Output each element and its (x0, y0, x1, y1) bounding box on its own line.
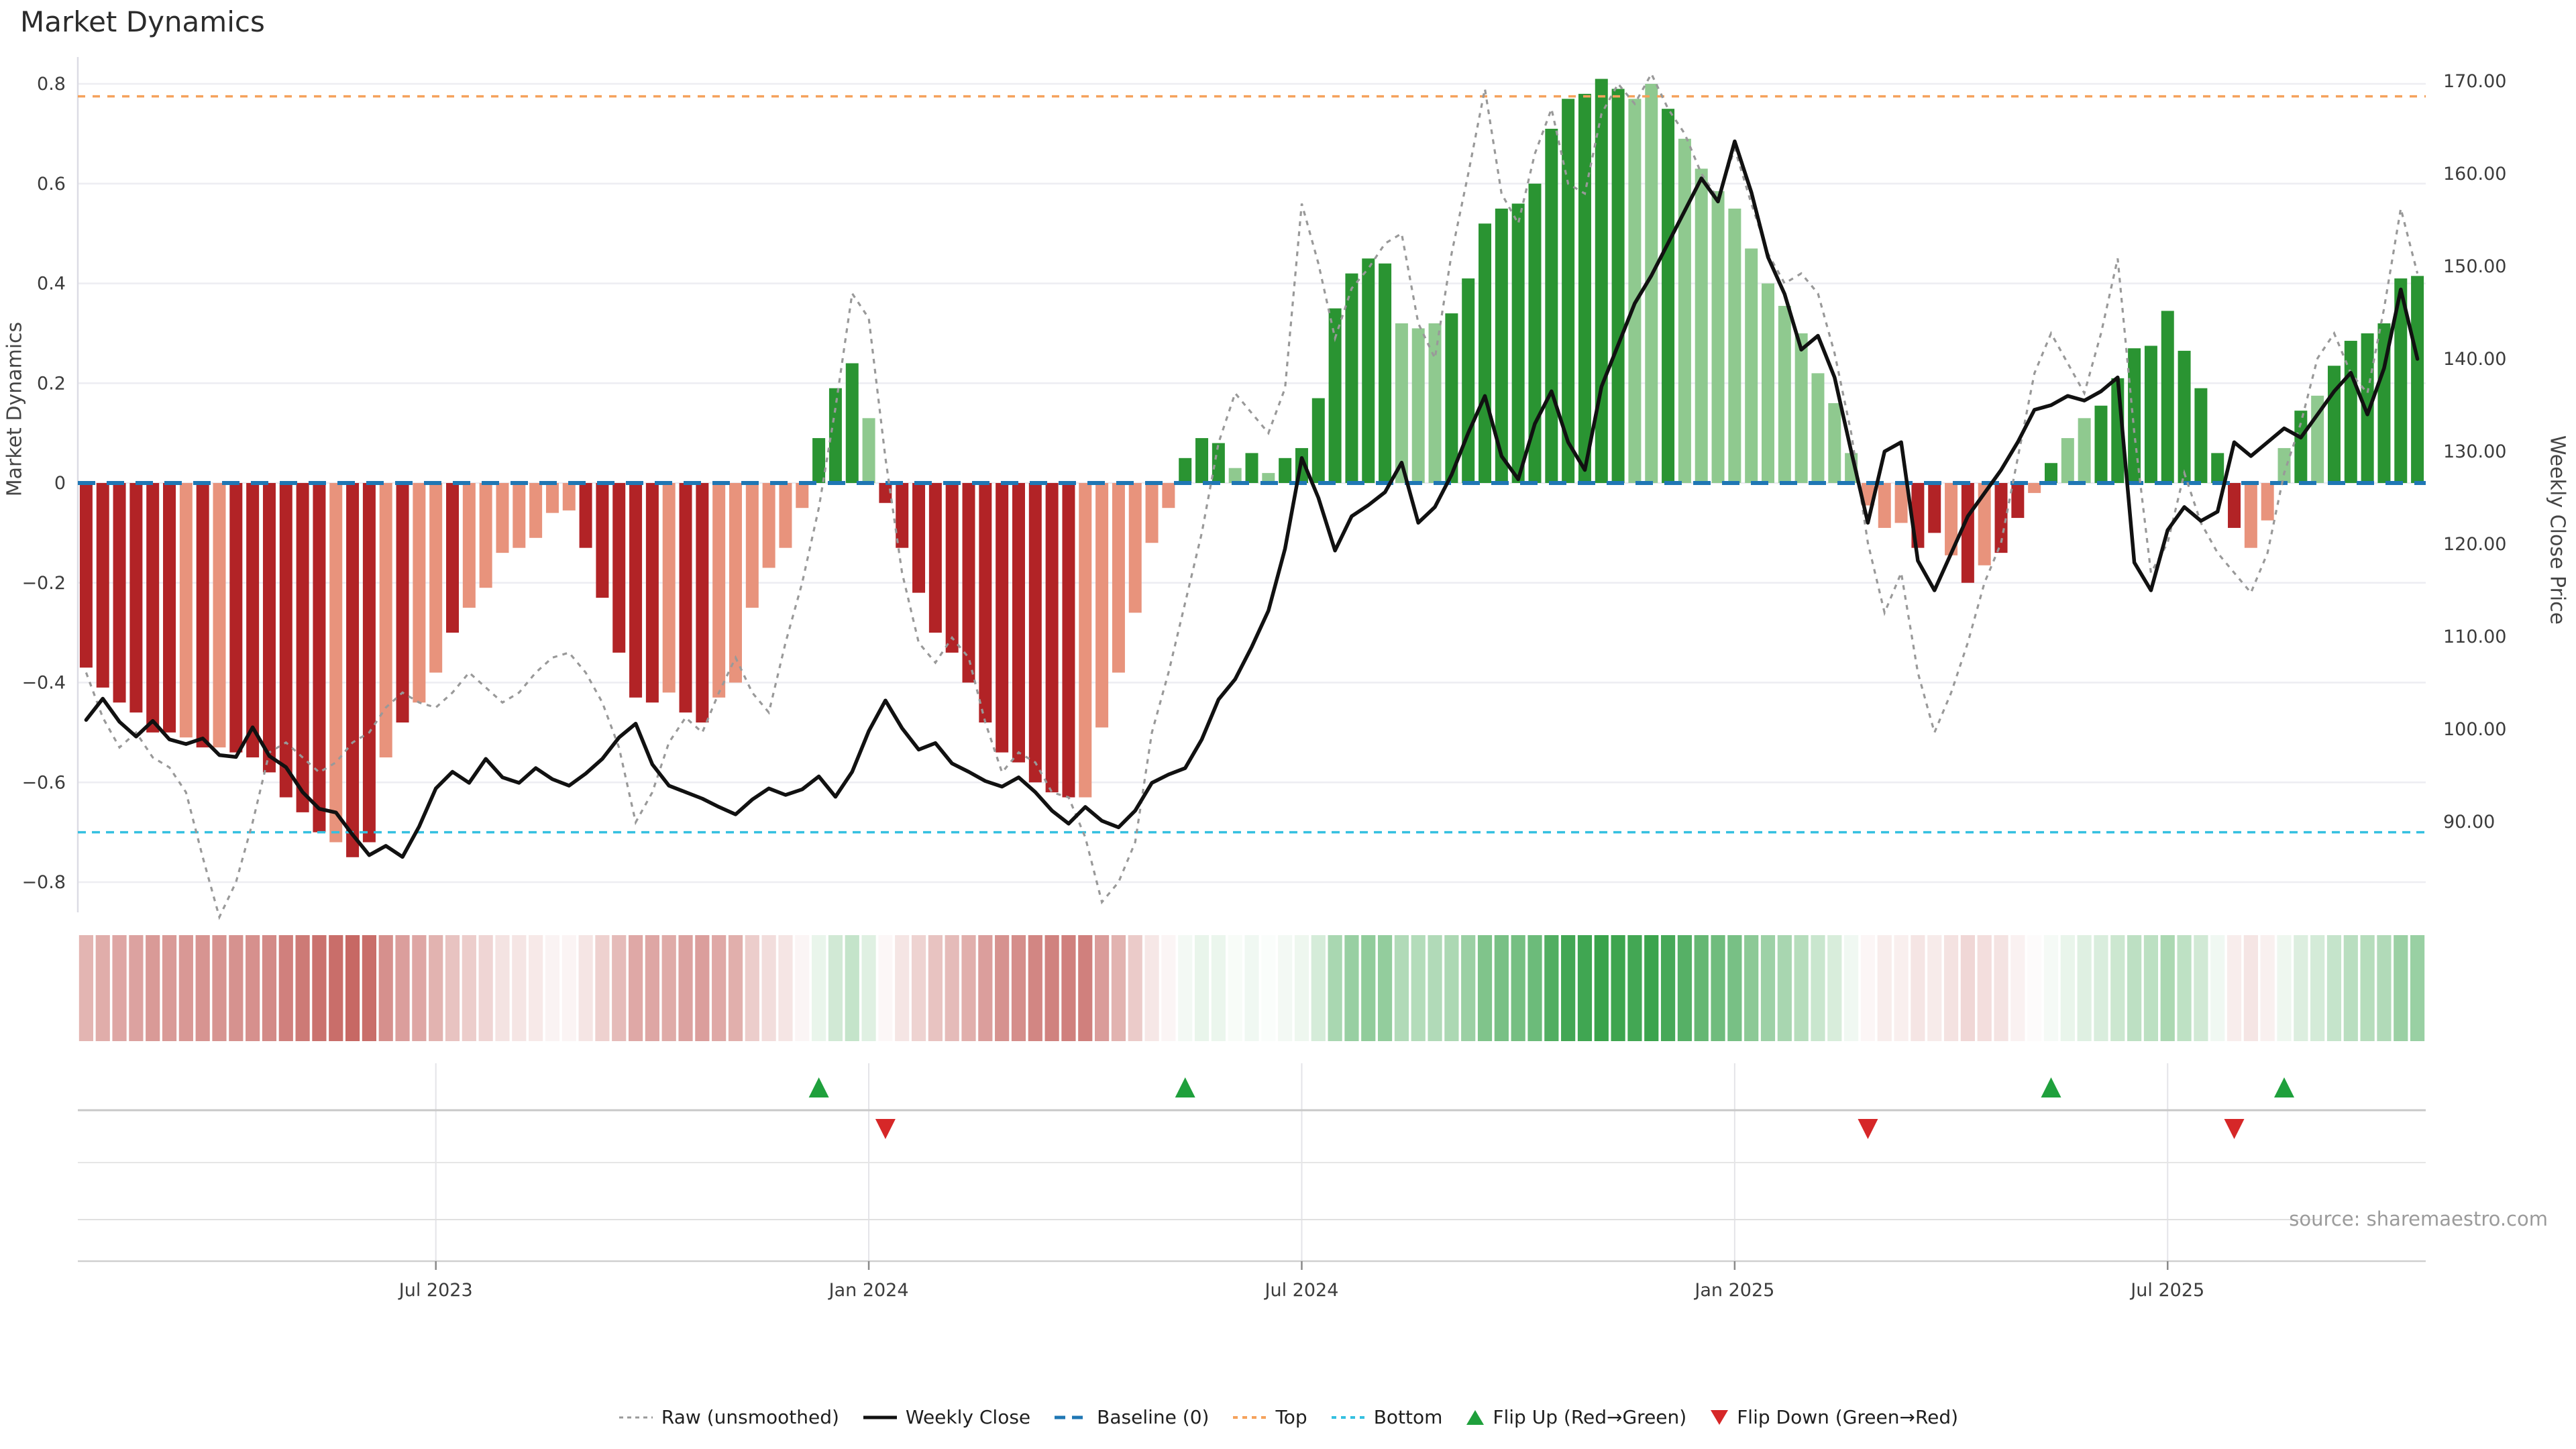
svg-text:130.00: 130.00 (2443, 441, 2506, 462)
raw-line (85, 71, 2419, 920)
svg-text:170.00: 170.00 (2443, 71, 2506, 92)
svg-text:−0.2: −0.2 (21, 573, 66, 594)
svg-text:0.8: 0.8 (37, 74, 66, 95)
svg-text:120.00: 120.00 (2443, 534, 2506, 555)
svg-text:−0.4: −0.4 (21, 673, 66, 694)
weekly-close-line (84, 139, 2420, 859)
reference-lines (78, 95, 2426, 834)
legend-item-baseline: Baseline (0) (1053, 1406, 1209, 1428)
svg-text:−0.8: −0.8 (21, 872, 66, 893)
dotted-cyan-line-icon (1331, 1415, 1365, 1419)
left-axis-label: Market Dynamics (3, 321, 27, 497)
legend-item-flip-down: Flip Down (Green→Red) (1709, 1406, 1958, 1428)
dynamics-bars (79, 78, 2424, 857)
marker-strip-grid (78, 1063, 2426, 1263)
svg-text:Jan 2024: Jan 2024 (828, 1280, 909, 1301)
svg-text:160.00: 160.00 (2443, 164, 2506, 184)
svg-text:0.6: 0.6 (37, 174, 66, 195)
flip-down-triangle-icon (1711, 1409, 1729, 1425)
svg-text:150.00: 150.00 (2443, 256, 2506, 277)
flip-up-marker (2041, 1077, 2061, 1097)
svg-text:90.00: 90.00 (2443, 812, 2495, 833)
legend-label: Raw (unsmoothed) (661, 1406, 839, 1428)
legend-label: Bottom (1373, 1406, 1443, 1428)
source-credit: source: sharemaestro.com (2289, 1208, 2548, 1230)
flip-down-marker (1858, 1119, 1878, 1139)
dashed-blue-line-icon (1055, 1415, 1089, 1419)
svg-text:0.2: 0.2 (37, 373, 66, 394)
svg-text:140.00: 140.00 (2443, 349, 2506, 370)
axis-tick-labels: 0.8 0.6 0.4 0.2 0 −0.2 −0.4 −0.6 −0.8 170.00 160.0… (21, 71, 2506, 1301)
right-axis-label: Weekly Close Price (2545, 435, 2569, 625)
legend-label: Baseline (0) (1097, 1406, 1210, 1428)
legend-label: Flip Up (Red→Green) (1493, 1406, 1687, 1428)
dashed-gray-line-icon (619, 1416, 653, 1418)
flip-down-marker (875, 1119, 896, 1139)
regime-heatmap (78, 935, 2425, 1041)
svg-text:Jul 2024: Jul 2024 (1264, 1280, 1339, 1301)
svg-text:Jul 2025: Jul 2025 (2129, 1280, 2204, 1301)
flip-up-marker (2274, 1077, 2295, 1097)
svg-text:−0.6: −0.6 (21, 772, 66, 793)
dotted-orange-line-icon (1233, 1415, 1267, 1419)
legend-item-close: Weekly Close (862, 1406, 1030, 1428)
legend-label: Top (1275, 1406, 1307, 1428)
legend-label: Flip Down (Green→Red) (1737, 1406, 1959, 1428)
flip-up-marker (808, 1077, 829, 1097)
legend-item-flip-up: Flip Up (Red→Green) (1465, 1406, 1686, 1428)
solid-black-line-icon (863, 1415, 897, 1419)
legend-item-bottom: Bottom (1330, 1406, 1443, 1428)
svg-text:100.00: 100.00 (2443, 719, 2506, 740)
legend-item-raw: Raw (unsmoothed) (618, 1406, 839, 1428)
page-title: Market Dynamics (20, 5, 265, 38)
flip-markers (808, 1077, 2295, 1139)
flip-down-marker (2224, 1119, 2245, 1139)
chart-legend: Raw (unsmoothed) Weekly Close Baseline (… (0, 1406, 2576, 1428)
svg-text:110.00: 110.00 (2443, 627, 2506, 647)
legend-item-top: Top (1232, 1406, 1307, 1428)
flip-up-marker (1175, 1077, 1195, 1097)
svg-text:0: 0 (54, 473, 66, 494)
svg-text:0.4: 0.4 (37, 274, 66, 294)
svg-text:Jan 2025: Jan 2025 (1693, 1280, 1774, 1301)
legend-label: Weekly Close (905, 1406, 1031, 1428)
flip-up-triangle-icon (1466, 1409, 1485, 1425)
svg-text:Jul 2023: Jul 2023 (398, 1280, 473, 1301)
